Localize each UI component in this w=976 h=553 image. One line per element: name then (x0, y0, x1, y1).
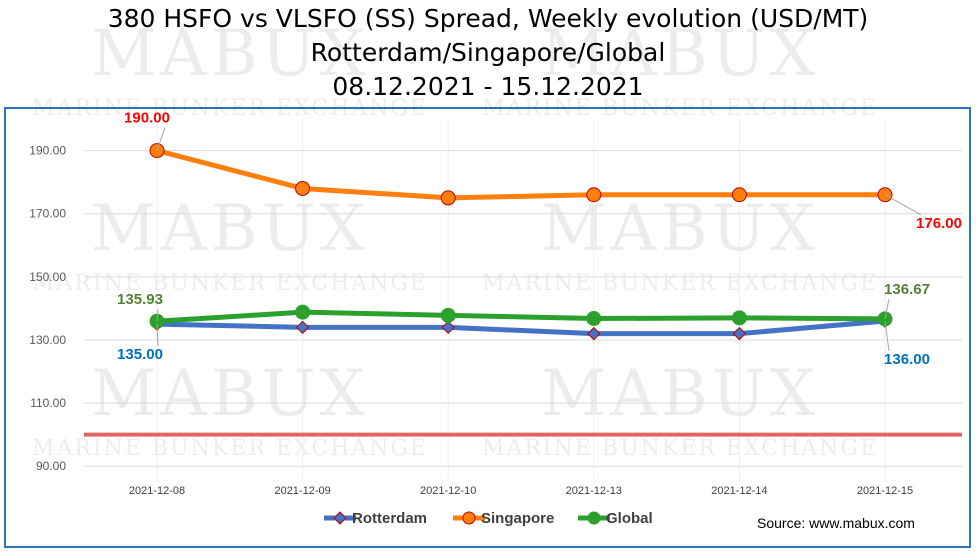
watermark-brand: MABUX (541, 357, 819, 431)
rotterdam-line (156, 318, 886, 337)
x-tick-label: 2021-12-09 (274, 485, 330, 497)
global-point (586, 310, 602, 326)
y-tick-label: 130.00 (29, 333, 66, 347)
chart-title: 380 HSFO vs VLSFO (SS) Spread, Weekly ev… (0, 2, 976, 104)
singapore-line (156, 148, 885, 201)
y-tick-label: 90.00 (36, 459, 66, 473)
legend-swatch-marker (587, 511, 601, 525)
watermark-subtitle: MARINE BUNKER EXCHANGE (482, 271, 878, 296)
global-line (156, 309, 886, 324)
x-tick-label: 2021-12-14 (711, 485, 767, 497)
x-tick-label: 2021-12-10 (420, 485, 476, 497)
legend-swatch-marker (333, 511, 347, 525)
data-label: 190.00 (124, 110, 170, 127)
y-tick-label: 170.00 (29, 207, 66, 221)
data-label-leader (884, 194, 922, 216)
watermark-brand: MABUX (91, 357, 369, 431)
global-point (440, 307, 456, 323)
singapore-point (440, 190, 456, 206)
watermark-brand: MABUX (91, 17, 369, 91)
legend-swatch-marker (462, 511, 476, 525)
y-tick-label: 190.00 (29, 144, 66, 158)
watermark-brand: MABUX (541, 192, 819, 266)
singapore-point (586, 187, 602, 203)
watermark-subtitle: MARINE BUNKER EXCHANGE (32, 96, 428, 121)
watermark-subtitle: MARINE BUNKER EXCHANGE (32, 271, 428, 296)
data-label-leader (884, 320, 890, 352)
data-label-leader (156, 309, 159, 322)
rotterdam-point (441, 320, 455, 335)
data-label-leader (156, 324, 159, 347)
source-note: Source: www.mabux.com (757, 515, 915, 531)
legend-label: Singapore (481, 510, 554, 527)
watermark-subtitle: MARINE BUNKER EXCHANGE (482, 436, 878, 461)
y-tick-label: 150.00 (29, 270, 66, 284)
watermark-brand: MABUX (541, 17, 819, 91)
chart-frame (4, 107, 971, 548)
data-label: 176.00 (916, 215, 962, 232)
data-label: 136.67 (884, 281, 930, 298)
data-label: 136.00 (884, 351, 930, 368)
watermark-subtitle: MARINE BUNKER EXCHANGE (32, 436, 428, 461)
rotterdam-point (587, 326, 601, 341)
data-label-leader (156, 127, 166, 151)
global-point (731, 310, 747, 326)
legend-label: Global (606, 510, 653, 527)
watermark-brand: MABUX (91, 192, 369, 266)
legend-label: Rotterdam (352, 510, 427, 527)
data-label: 135.00 (117, 346, 163, 363)
watermark-subtitle: MARINE BUNKER EXCHANGE (482, 96, 878, 121)
chart-title-line-1: 380 HSFO vs VLSFO (SS) Spread, Weekly ev… (107, 4, 869, 33)
data-label: 135.93 (117, 291, 163, 308)
chart-title-line-2: Rotterdam/Singapore/Global (310, 38, 666, 67)
y-tick-label: 110.00 (30, 396, 66, 410)
global-point (295, 304, 311, 320)
x-tick-label: 2021-12-13 (566, 485, 622, 497)
singapore-point (731, 187, 747, 203)
rotterdam-point (732, 326, 747, 341)
x-tick-label: 2021-12-08 (129, 485, 185, 497)
data-label-leader (884, 298, 890, 320)
x-tick-label: 2021-12-15 (857, 485, 913, 497)
singapore-point (295, 180, 311, 196)
chart-title-line-3: 08.12.2021 - 15.12.2021 (332, 72, 644, 101)
rotterdam-point (295, 320, 310, 335)
